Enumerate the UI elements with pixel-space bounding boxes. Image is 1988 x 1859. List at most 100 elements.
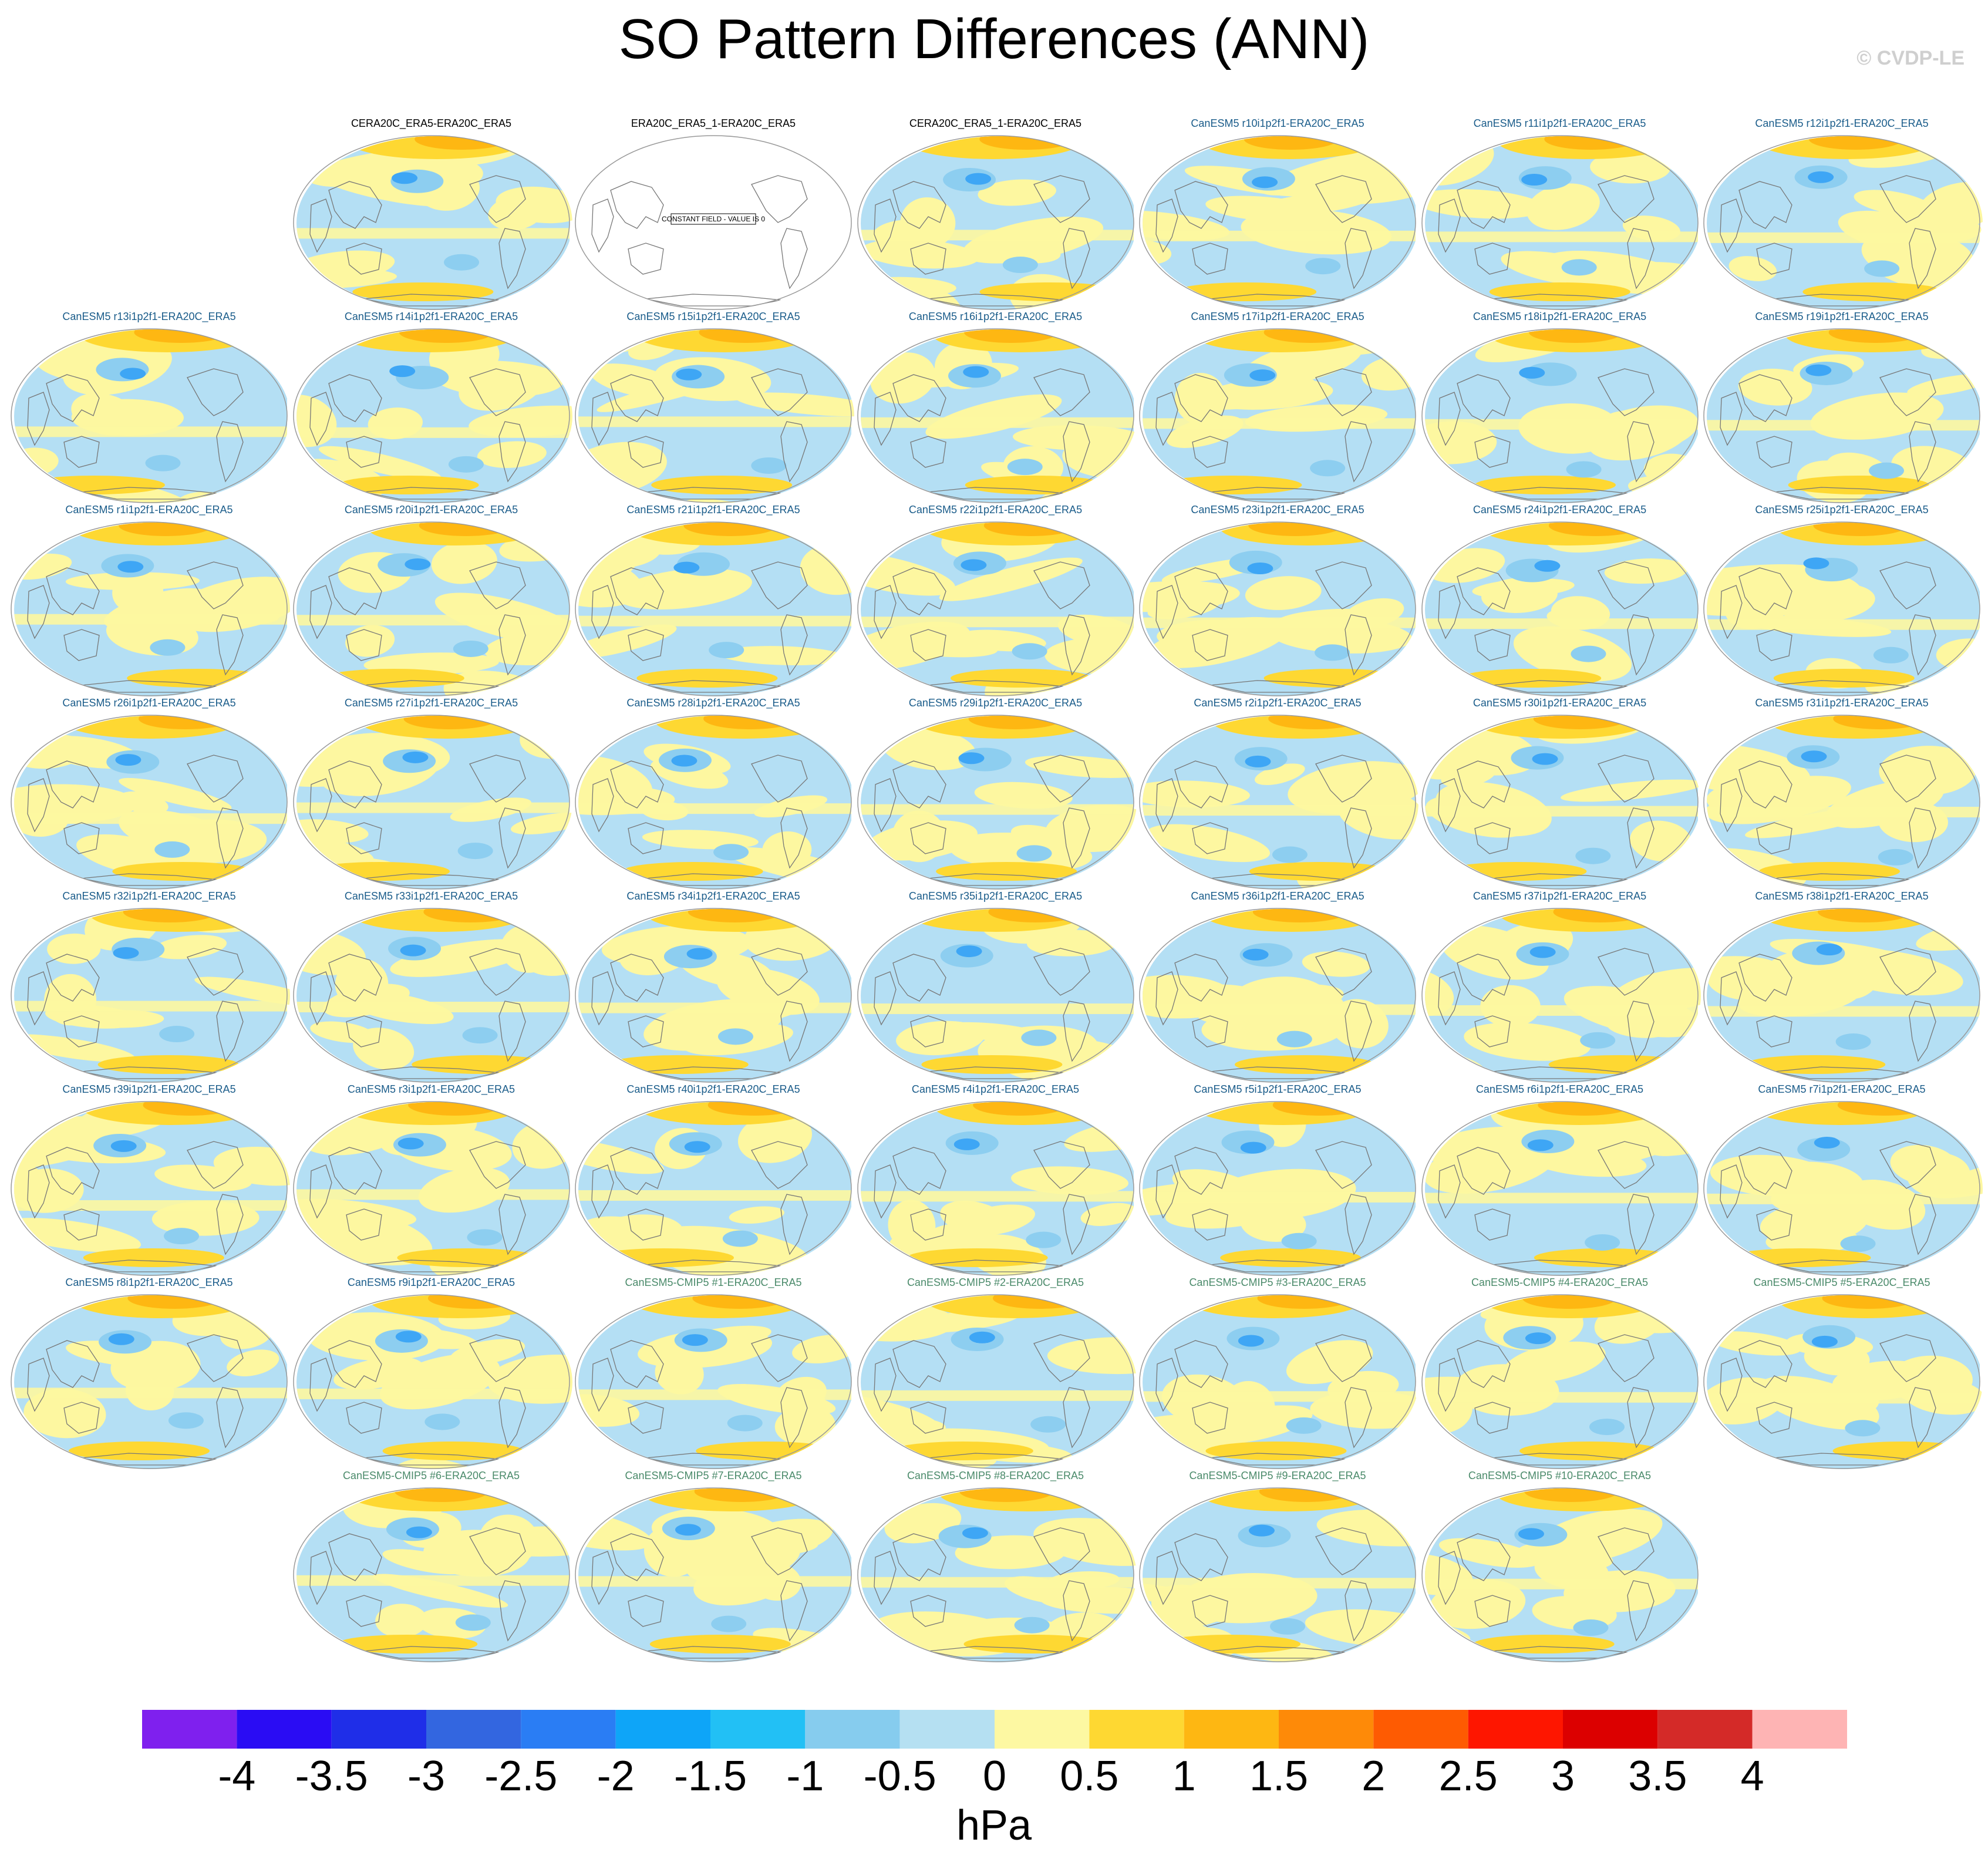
colorbar-tick-label: -1 (786, 1753, 824, 1800)
map-panel: CanESM5 r14i1p2f1-ERA20C_ERA5 (291, 311, 572, 503)
colorbar-swatch (710, 1710, 806, 1749)
map-panel-label: CanESM5-CMIP5 #9-ERA20C_ERA5 (1189, 1470, 1366, 1481)
map-panel: CanESM5 r34i1p2f1-ERA20C_ERA5 (572, 890, 854, 1083)
robinson-map (1421, 908, 1701, 1083)
robinson-map: CONSTANT FIELD - VALUE IS 0 (575, 135, 852, 310)
map-panel-label: CanESM5 r39i1p2f1-ERA20C_ERA5 (62, 1083, 236, 1095)
constant-field-note: CONSTANT FIELD - VALUE IS 0 (662, 215, 765, 223)
map-panel: CanESM5 r18i1p2f1-ERA20C_ERA5 (1419, 311, 1701, 503)
robinson-map (575, 908, 852, 1083)
colorbar-tick-label: 3.5 (1628, 1753, 1687, 1800)
map-panel: CanESM5 r3i1p2f1-ERA20C_ERA5 (291, 1083, 572, 1276)
colorbar-tick-label: 4 (1740, 1753, 1764, 1800)
map-panel: CanESM5 r5i1p2f1-ERA20C_ERA5 (1137, 1083, 1418, 1276)
robinson-map (857, 521, 1137, 696)
robinson-map (1703, 1101, 1983, 1276)
map-panel-label: CanESM5 r25i1p2f1-ERA20C_ERA5 (1755, 504, 1929, 516)
map-panel-label: CanESM5-CMIP5 #3-ERA20C_ERA5 (1189, 1277, 1366, 1288)
robinson-map (1421, 1294, 1701, 1469)
map-panel-label: CanESM5 r30i1p2f1-ERA20C_ERA5 (1473, 697, 1647, 709)
map-panel-label: CanESM5 r4i1p2f1-ERA20C_ERA5 (911, 1083, 1080, 1095)
robinson-map (1139, 521, 1416, 696)
robinson-map (575, 328, 854, 503)
map-panel: CanESM5 r2i1p2f1-ERA20C_ERA5 (1137, 697, 1418, 890)
map-panel: CanESM5 r16i1p2f1-ERA20C_ERA5 (855, 311, 1137, 503)
robinson-map (857, 908, 1137, 1083)
map-panel: CanESM5 r21i1p2f1-ERA20C_ERA5 (572, 504, 854, 696)
map-panel: CanESM5 r6i1p2f1-ERA20C_ERA5 (1419, 1083, 1701, 1276)
robinson-map (292, 1101, 572, 1276)
map-panel: CanESM5 r37i1p2f1-ERA20C_ERA5 (1419, 890, 1701, 1083)
map-panel: CanESM5 r12i1p2f1-ERA20C_ERA5 (1701, 117, 1983, 310)
map-panel-label: CanESM5 r17i1p2f1-ERA20C_ERA5 (1191, 311, 1364, 322)
map-panel-label: CanESM5 r7i1p2f1-ERA20C_ERA5 (1758, 1083, 1926, 1095)
map-panel-label: CanESM5-CMIP5 #2-ERA20C_ERA5 (907, 1277, 1084, 1288)
map-panel-label: CanESM5 r15i1p2f1-ERA20C_ERA5 (626, 311, 800, 322)
map-panel: CanESM5-CMIP5 #3-ERA20C_ERA5 (1137, 1277, 1418, 1469)
map-panel: CanESM5 r20i1p2f1-ERA20C_ERA5 (291, 504, 572, 696)
colorbar-tick-label: -0.5 (863, 1753, 936, 1800)
map-panel: CanESM5-CMIP5 #1-ERA20C_ERA5 (572, 1277, 854, 1469)
map-panel: CanESM5 r31i1p2f1-ERA20C_ERA5 (1701, 697, 1983, 890)
robinson-map (1421, 1487, 1699, 1662)
map-panel-label: CanESM5 r5i1p2f1-ERA20C_ERA5 (1194, 1083, 1362, 1095)
map-panel-label: CanESM5 r31i1p2f1-ERA20C_ERA5 (1755, 697, 1929, 709)
map-panel: CanESM5 r19i1p2f1-ERA20C_ERA5 (1701, 311, 1983, 503)
colorbar-tick-label: 2 (1362, 1753, 1386, 1800)
map-panel-label: CanESM5 r26i1p2f1-ERA20C_ERA5 (62, 697, 236, 709)
colorbar-units: hPa (956, 1802, 1032, 1849)
map-panel: CanESM5 r39i1p2f1-ERA20C_ERA5 (8, 1083, 290, 1276)
robinson-map (11, 1294, 290, 1469)
colorbar-swatch (1752, 1710, 1847, 1749)
map-panel: CanESM5 r29i1p2f1-ERA20C_ERA5 (855, 697, 1137, 890)
map-panel: CanESM5 r9i1p2f1-ERA20C_ERA5 (291, 1277, 572, 1469)
page-title: SO Pattern Differences (ANN) (618, 8, 1370, 70)
robinson-map (1703, 328, 1983, 503)
map-panel: CanESM5-CMIP5 #4-ERA20C_ERA5 (1419, 1277, 1701, 1469)
map-panel: CanESM5 r38i1p2f1-ERA20C_ERA5 (1701, 890, 1983, 1083)
colorbar-tick-label: 3 (1551, 1753, 1575, 1800)
map-panel-label: CanESM5 r32i1p2f1-ERA20C_ERA5 (62, 890, 236, 902)
map-panel-label: CanESM5 r29i1p2f1-ERA20C_ERA5 (908, 697, 1083, 709)
robinson-map (1139, 715, 1418, 890)
map-panel: CERA20C_ERA5_1-ERA20C_ERA5 (855, 117, 1137, 310)
map-panel: CanESM5 r13i1p2f1-ERA20C_ERA5 (8, 311, 290, 503)
robinson-map (11, 715, 288, 890)
map-panel: CanESM5-CMIP5 #2-ERA20C_ERA5 (855, 1277, 1137, 1469)
robinson-map (575, 715, 854, 890)
colorbar-swatch (237, 1710, 332, 1749)
robinson-map (1139, 1294, 1418, 1469)
colorbar-tick-label: -2.5 (484, 1753, 558, 1800)
map-panel-label: CERA20C_ERA5_1-ERA20C_ERA5 (909, 117, 1082, 129)
robinson-map (1703, 521, 1983, 696)
colorbar-swatch (1657, 1710, 1753, 1749)
robinson-map (1421, 1101, 1701, 1276)
colorbar-swatch (521, 1710, 616, 1749)
map-panel-label: CanESM5-CMIP5 #8-ERA20C_ERA5 (907, 1470, 1084, 1481)
map-panel-label: CanESM5-CMIP5 #7-ERA20C_ERA5 (625, 1470, 802, 1481)
colorbar-swatch (615, 1710, 710, 1749)
map-panel-label: CanESM5 r16i1p2f1-ERA20C_ERA5 (908, 311, 1083, 322)
map-panel-label: CanESM5 r10i1p2f1-ERA20C_ERA5 (1191, 117, 1364, 129)
colorbar-swatch (1468, 1710, 1563, 1749)
map-panel-label: CanESM5 r22i1p2f1-ERA20C_ERA5 (908, 504, 1083, 516)
robinson-map (1421, 521, 1699, 696)
map-panel-label: CanESM5 r38i1p2f1-ERA20C_ERA5 (1755, 890, 1929, 902)
map-panel-label: CanESM5 r35i1p2f1-ERA20C_ERA5 (908, 890, 1083, 902)
map-panel-label: CanESM5 r36i1p2f1-ERA20C_ERA5 (1191, 890, 1364, 902)
map-panel-label: CanESM5 r6i1p2f1-ERA20C_ERA5 (1475, 1083, 1644, 1095)
map-panel-label: CanESM5 r37i1p2f1-ERA20C_ERA5 (1473, 890, 1647, 902)
colorbar-tick-label: -2 (597, 1753, 635, 1800)
map-panel-label: CanESM5 r28i1p2f1-ERA20C_ERA5 (626, 697, 800, 709)
map-panel-label: CanESM5-CMIP5 #1-ERA20C_ERA5 (625, 1277, 802, 1288)
robinson-map (1139, 1101, 1416, 1276)
colorbar-swatch (1279, 1710, 1374, 1749)
colorbar-swatch (1089, 1710, 1184, 1749)
map-panel-label: CanESM5 r1i1p2f1-ERA20C_ERA5 (65, 504, 233, 516)
map-panel-label: CanESM5-CMIP5 #4-ERA20C_ERA5 (1471, 1277, 1649, 1288)
map-panel: CanESM5 r7i1p2f1-ERA20C_ERA5 (1701, 1083, 1983, 1276)
map-panel-label: CanESM5 r40i1p2f1-ERA20C_ERA5 (626, 1083, 800, 1095)
map-panel-label: CanESM5 r24i1p2f1-ERA20C_ERA5 (1473, 504, 1647, 516)
map-panel: CanESM5-CMIP5 #6-ERA20C_ERA5 (291, 1470, 572, 1662)
robinson-map (292, 715, 572, 890)
